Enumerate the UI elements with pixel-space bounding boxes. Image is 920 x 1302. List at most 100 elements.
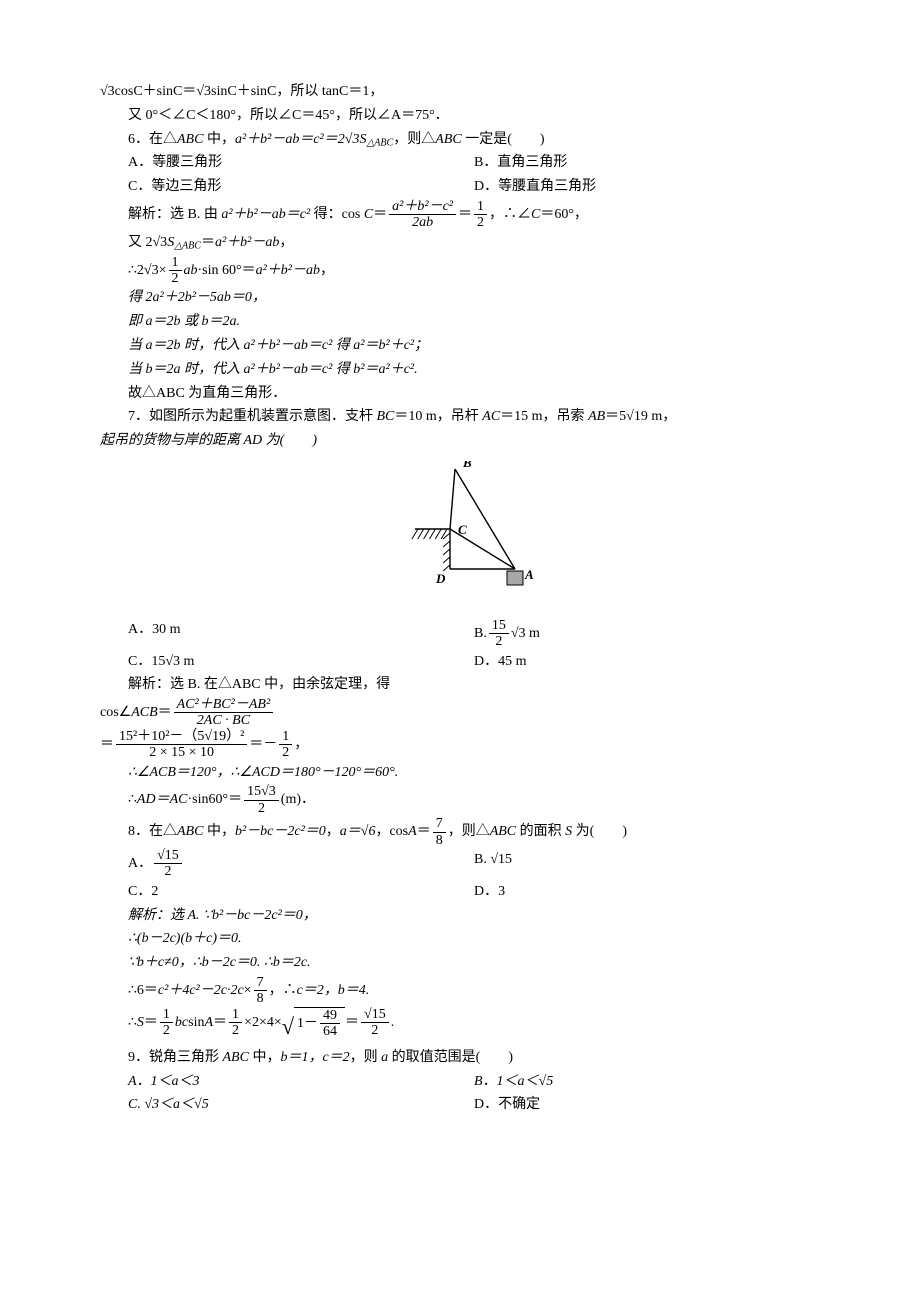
t: AC [482, 409, 500, 424]
t: ＝10 m，吊杆 [394, 409, 482, 424]
d: 2 [154, 864, 182, 879]
t: 当 b＝2a 时，代入 a²＋b²－ab＝c² 得 b²＝a²＋c². [128, 362, 418, 377]
q6-stem: 6．在△ABC 中，a²＋b²－ab＝c²＝2√3S△ABC，则△ABC 一定是… [100, 128, 820, 152]
q7-opt-d: D．45 m [474, 650, 527, 674]
t: ·sin60°＝ [187, 793, 242, 808]
frac: 12 [277, 729, 294, 761]
q9-opt-d: D．不确定 [474, 1093, 540, 1117]
frac: 12 [472, 199, 489, 231]
frac: 152 [487, 618, 511, 650]
q7-sol-2: cos∠ACB＝AC²＋BC²－AB²2AC · BC [100, 697, 820, 729]
t: ＝15 m，吊索 [500, 409, 588, 424]
t: 中， [203, 824, 235, 839]
t: a²＋b²－ab＝c² [221, 207, 310, 222]
q7-stem-l2: 起吊的货物与岸的距离 AD 为( ) [100, 429, 820, 453]
t: 9．锐角三角形 [128, 1050, 223, 1065]
d: 2AC · BC [174, 713, 273, 728]
frac: √152 [152, 848, 184, 880]
t: ，cos [375, 824, 408, 839]
n: 1 [229, 1007, 242, 1023]
t: c²＋4c²－2c·2c [158, 983, 244, 998]
t: 8．在△ [128, 824, 177, 839]
frac: 15²＋10²－（5√19）²2 × 15 × 10 [114, 729, 249, 761]
t: ，∴ [269, 983, 297, 998]
t: ab [184, 263, 198, 278]
t: a＝√6 [340, 824, 376, 839]
d: 2 [160, 1023, 173, 1038]
t: ∴6＝ [128, 983, 158, 998]
n: 15²＋10²－（5√19）² [116, 729, 247, 745]
t: A [204, 1015, 213, 1030]
t: ， [326, 824, 340, 839]
q9-opts-row2: C. √3＜a＜√5 D．不确定 [100, 1093, 820, 1117]
pre-line-1: √3cosC＋sinC＝√3sinC＋sinC，所以 tanC＝1， [100, 80, 820, 104]
frac: 12 [167, 255, 184, 287]
t: b＝1，c＝2 [280, 1050, 349, 1065]
t: S [137, 1015, 144, 1030]
frac: √152 [359, 1007, 391, 1039]
d: 2 [244, 801, 279, 816]
q7-stem-l1: 7．如图所示为起重机装置示意图．支杆 BC＝10 m，吊杆 AC＝15 m，吊索… [100, 405, 820, 429]
d: 2 [474, 215, 487, 230]
t: ∴ [128, 793, 137, 808]
crane-diagram: BCDA [385, 461, 535, 601]
frac: 12 [158, 1007, 175, 1039]
q6-opts-row2: C．等边三角形 D．等腰直角三角形 [100, 175, 820, 199]
t: A． [128, 856, 152, 871]
t: △ABC [174, 240, 201, 251]
t: 解析：选 A. ∵b²－bc－2c²＝0， [128, 908, 317, 923]
t: B. [474, 626, 487, 641]
t: cos∠ [100, 705, 131, 720]
q7-opt-b: B.152√3 m [474, 618, 540, 650]
t: bc [175, 1015, 188, 1030]
sqrt-icon: √ [282, 1014, 294, 1039]
q7-sol-1: 解析：选 B. 在△ABC 中，由余弦定理，得 [100, 673, 820, 697]
t: √3 m [511, 626, 540, 641]
t: ＝ [144, 1015, 158, 1030]
frac: AC²＋BC²－AB²2AC · BC [172, 697, 275, 729]
n: √15 [361, 1007, 389, 1023]
t: ＝ [100, 737, 114, 752]
t: AB [588, 409, 605, 424]
q6-opt-c: C．等边三角形 [128, 175, 474, 199]
t: ＝－ [249, 737, 277, 752]
q8-opt-c: C．2 [128, 880, 474, 904]
q9-stem: 9．锐角三角形 ABC 中，b＝1，c＝2，则 a 的取值范围是( ) [100, 1046, 820, 1070]
t: ＝ [373, 207, 387, 222]
n: √15 [154, 848, 182, 864]
frac: 12 [227, 1007, 244, 1039]
t: 解析：选 B. 由 [128, 207, 221, 222]
t: ，则 [350, 1050, 382, 1065]
t: 起吊的货物与岸的距离 AD 为( ) [100, 433, 317, 448]
q8-sol-3: ∵b＋c≠0，∴b－2c＝0. ∴b＝2c. [100, 951, 820, 975]
t: A [408, 824, 417, 839]
t: 得：cos [310, 207, 364, 222]
t: ABC [223, 1050, 249, 1065]
t: BC [377, 409, 395, 424]
d: 2 × 15 × 10 [116, 745, 247, 760]
q8-opt-b: B. √15 [474, 848, 512, 880]
t: c＝2，b＝4. [297, 983, 370, 998]
t: 得 2a²＋2b²－5ab＝0， [128, 290, 266, 305]
q8-sol-5: ∴S＝12bcsinA＝12×2×4×√1－4964＝√152. [100, 1007, 820, 1046]
t: 中， [203, 132, 235, 147]
q8-opt-d: D．3 [474, 880, 505, 904]
q7-opt-a: A．30 m [128, 618, 474, 650]
t: ×2×4× [244, 1015, 282, 1030]
n: 15√3 [244, 784, 279, 800]
n: 49 [320, 1008, 340, 1024]
q9-opt-b: B．1＜a＜√5 [474, 1070, 553, 1094]
t: 6．在△ [128, 132, 177, 147]
t: 1－ [297, 1016, 318, 1031]
t: ，∴∠ [489, 207, 531, 222]
q8-opts-row1: A．√152 B. √15 [100, 848, 820, 880]
q6-sol-4: 得 2a²＋2b²－5ab＝0， [100, 286, 820, 310]
t: ∴2√3× [128, 263, 167, 278]
t: ＝ [158, 705, 172, 720]
q8-stem: 8．在△ABC 中，b²－bc－2c²＝0，a＝√6，cosA＝78，则△ABC… [100, 816, 820, 848]
n: a²＋b²－c² [389, 199, 456, 215]
svg-text:C: C [458, 522, 467, 537]
t: 7．如图所示为起重机装置示意图．支杆 [128, 409, 377, 424]
d: 2 [279, 745, 292, 760]
t: a²＋b²－ab [256, 263, 320, 278]
